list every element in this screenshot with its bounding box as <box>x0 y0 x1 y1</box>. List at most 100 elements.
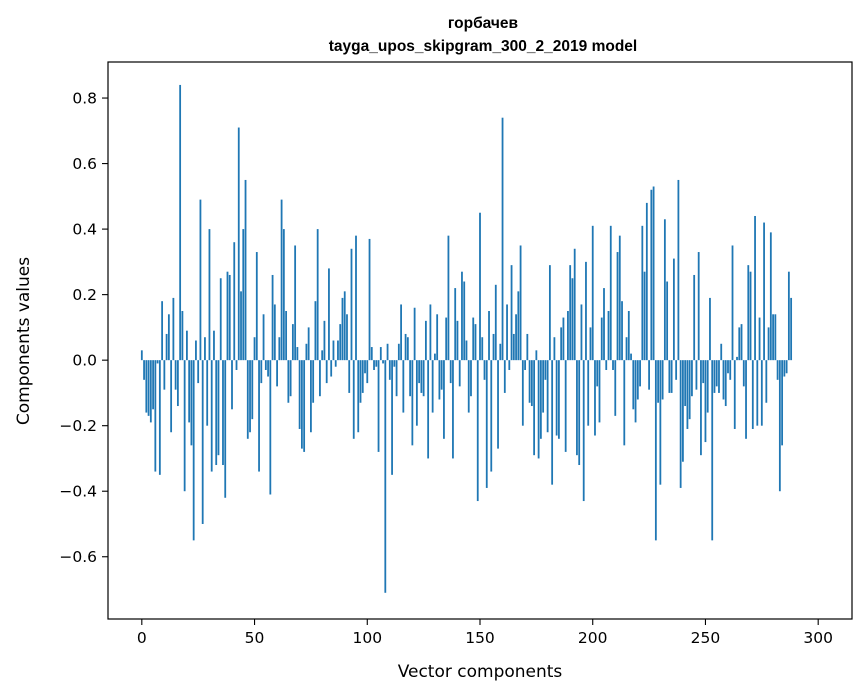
bar <box>530 360 533 407</box>
bar <box>179 84 182 361</box>
bar <box>262 314 265 361</box>
bar <box>458 360 461 387</box>
bar <box>704 360 707 443</box>
bar <box>562 317 565 361</box>
bar <box>332 340 335 361</box>
bar <box>165 333 168 361</box>
bar <box>686 360 689 429</box>
bar <box>307 327 310 361</box>
bar <box>724 360 727 407</box>
bar <box>255 252 258 361</box>
bar <box>226 271 229 361</box>
bar <box>249 360 251 433</box>
bar <box>467 360 470 413</box>
bar <box>470 360 472 397</box>
bar <box>319 360 321 397</box>
bar <box>790 297 793 361</box>
bar <box>296 347 299 361</box>
bar <box>323 320 326 361</box>
bar <box>490 360 493 472</box>
bar <box>623 360 626 446</box>
bar <box>170 360 173 433</box>
bar <box>167 314 170 361</box>
bar <box>427 360 430 459</box>
bar <box>400 304 402 361</box>
bar <box>627 311 630 361</box>
bar <box>648 360 650 390</box>
bar <box>449 360 452 384</box>
bar <box>321 350 324 361</box>
bar <box>521 360 524 426</box>
bar <box>542 360 545 413</box>
bar <box>190 360 193 446</box>
bar <box>163 360 166 390</box>
bar <box>447 235 450 361</box>
bars-group <box>140 84 793 593</box>
bar <box>452 360 454 459</box>
bar <box>348 360 351 393</box>
bar <box>765 360 768 403</box>
y-tick-label: −0.6 <box>59 548 97 566</box>
bar <box>384 360 387 593</box>
bar <box>364 360 366 374</box>
bar <box>422 360 425 397</box>
bar <box>176 360 179 407</box>
bar <box>688 360 691 420</box>
bar <box>641 225 644 361</box>
bar <box>778 360 781 492</box>
bar <box>273 304 276 361</box>
bar <box>488 311 490 361</box>
bar <box>587 360 590 426</box>
bar <box>695 360 698 390</box>
bar <box>420 360 423 393</box>
bar <box>679 360 682 488</box>
bar <box>760 360 763 426</box>
bar <box>231 360 233 410</box>
bar <box>181 311 184 361</box>
x-axis-ticks: 0 50 100 150 200 250 300 <box>137 619 833 647</box>
bar <box>772 314 774 361</box>
bar <box>370 347 373 361</box>
bar <box>634 360 637 423</box>
bar <box>769 232 772 361</box>
bar <box>630 353 632 361</box>
bar <box>404 333 407 361</box>
bar <box>145 360 148 413</box>
bar <box>152 360 154 410</box>
bar <box>709 297 711 361</box>
bar <box>591 225 594 361</box>
bar <box>208 229 211 361</box>
bar <box>267 360 269 377</box>
bar <box>625 337 628 361</box>
bar <box>594 360 596 436</box>
bar <box>492 333 495 361</box>
bar <box>727 360 729 374</box>
bar <box>375 360 378 367</box>
bar <box>316 229 319 361</box>
bar <box>787 271 790 361</box>
bar <box>499 343 502 361</box>
bar <box>269 360 272 495</box>
bar <box>632 360 635 410</box>
bar <box>548 265 551 361</box>
bar <box>366 360 369 384</box>
bar <box>147 360 150 416</box>
bar <box>289 360 292 397</box>
bar <box>156 360 159 364</box>
bar <box>693 274 696 361</box>
bar <box>188 360 191 423</box>
bar <box>539 360 542 439</box>
bar <box>424 320 427 361</box>
bar <box>636 360 639 400</box>
bar <box>393 360 396 367</box>
bar <box>675 360 678 380</box>
bar <box>654 360 657 541</box>
x-tick-label: 50 <box>245 629 265 647</box>
x-tick-label: 0 <box>137 629 147 647</box>
bar <box>497 360 499 449</box>
bar <box>598 360 601 423</box>
bar <box>280 199 283 361</box>
bar <box>305 343 308 361</box>
bar <box>657 360 660 403</box>
bar <box>397 343 400 361</box>
